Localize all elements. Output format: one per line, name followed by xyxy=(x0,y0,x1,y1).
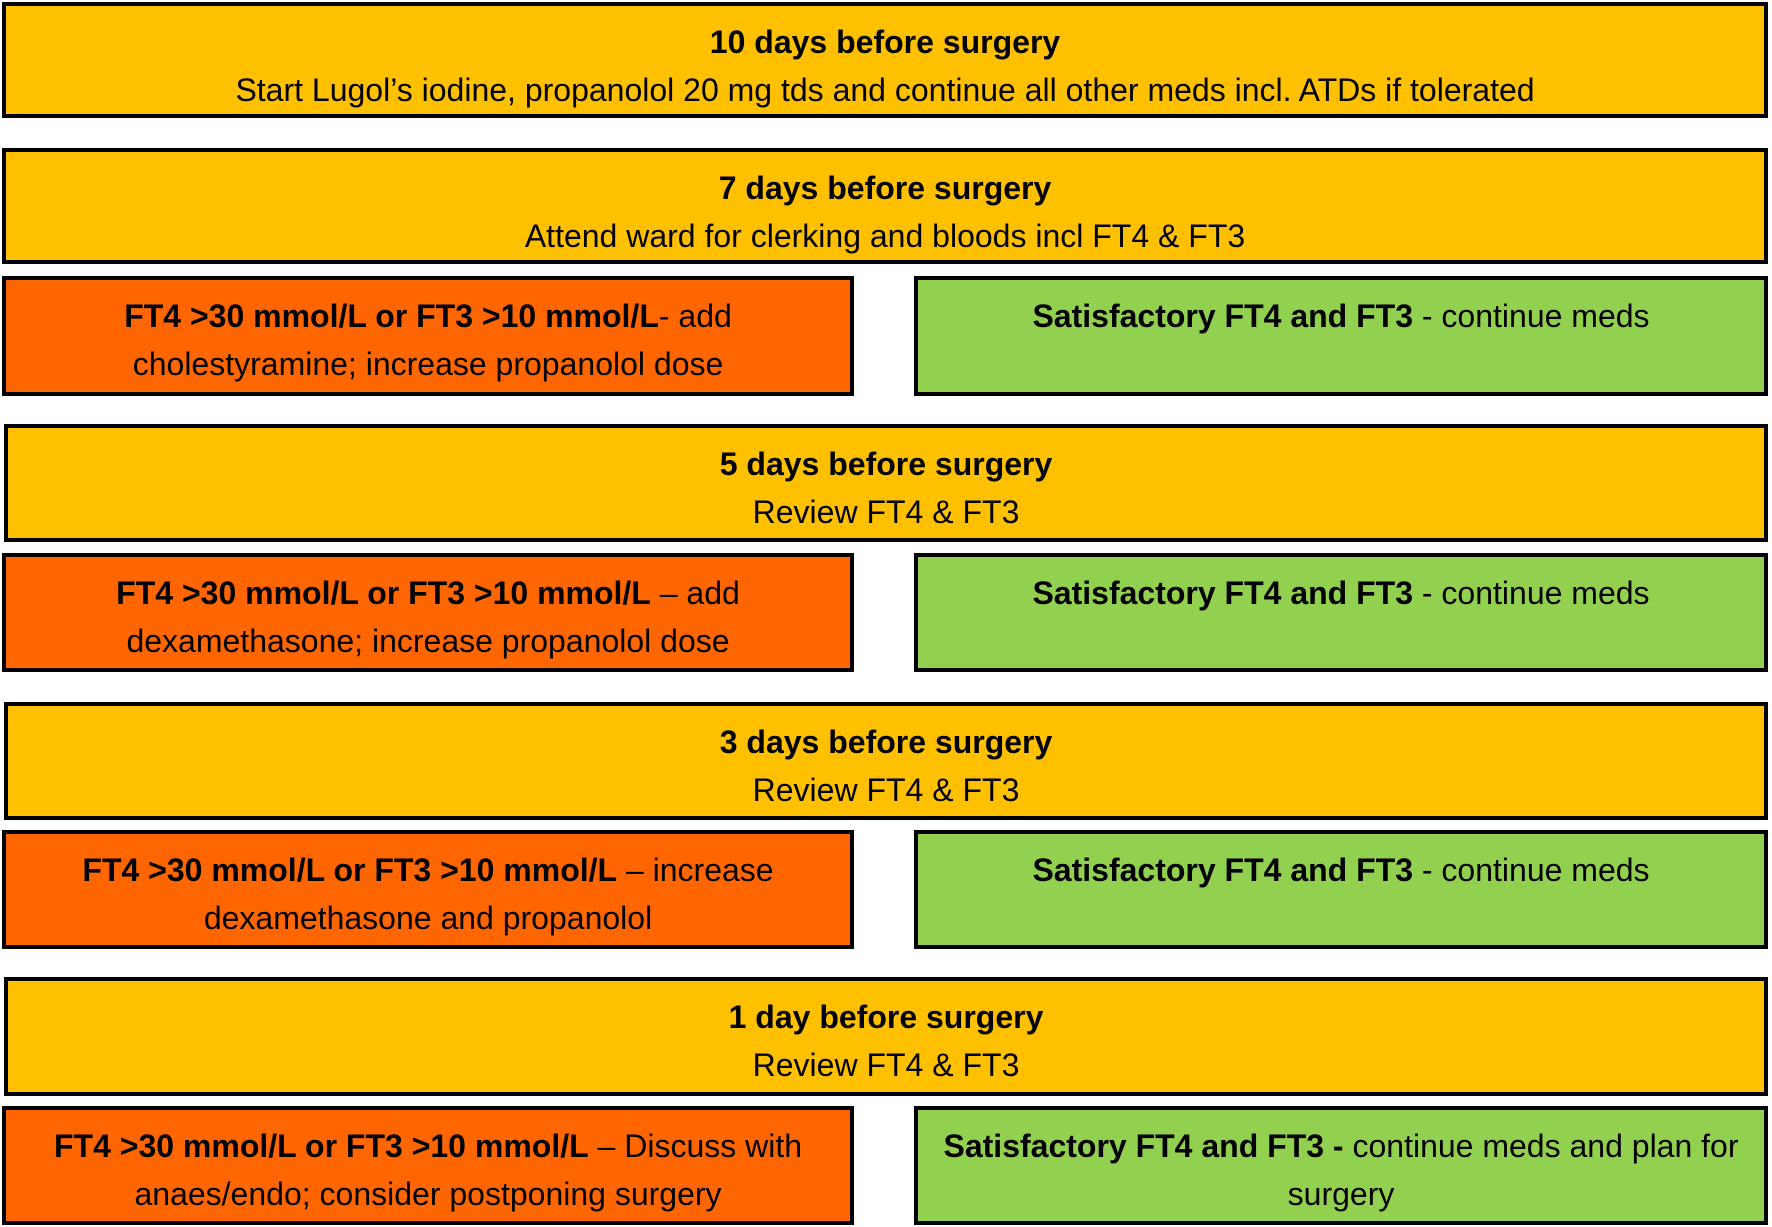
stage-text: Review FT4 & FT3 xyxy=(752,1047,1020,1083)
stage-title: 3 days before surgery xyxy=(719,724,1053,760)
abnormal-result-box: FT4 >30 mmol/L or FT3 >10 mmol/L – incre… xyxy=(2,830,854,949)
satisfactory-label: Satisfactory FT4 and FT3 xyxy=(1032,298,1413,334)
abnormal-threshold: FT4 >30 mmol/L or FT3 >10 mmol/L xyxy=(82,852,618,888)
stage-box-10-days: 10 days before surgery Start Lugol’s iod… xyxy=(2,2,1768,118)
stage-title: 7 days before surgery xyxy=(718,170,1052,206)
satisfactory-result-box: Satisfactory FT4 and FT3 - continue meds… xyxy=(914,1106,1768,1225)
satisfactory-label: Satisfactory FT4 and FT3 - xyxy=(943,1128,1344,1164)
abnormal-result-box: FT4 >30 mmol/L or FT3 >10 mmol/L- add ch… xyxy=(2,276,854,396)
satisfactory-label: Satisfactory FT4 and FT3 xyxy=(1032,852,1413,888)
abnormal-threshold: FT4 >30 mmol/L or FT3 >10 mmol/L xyxy=(124,298,659,334)
satisfactory-result-text: Satisfactory FT4 and FT3 - continue meds xyxy=(1014,569,1667,617)
stage-text: Review FT4 & FT3 xyxy=(752,494,1020,530)
abnormal-action: – Discuss with anaes/endo; consider post… xyxy=(134,1128,803,1212)
satisfactory-action: - continue meds xyxy=(1412,852,1650,888)
abnormal-result-text: FT4 >30 mmol/L or FT3 >10 mmol/L – Discu… xyxy=(6,1122,850,1218)
satisfactory-result-box: Satisfactory FT4 and FT3 - continue meds xyxy=(914,553,1768,672)
stage-box-1-day: 1 day before surgery Review FT4 & FT3 xyxy=(4,977,1768,1096)
stage-title: 1 day before surgery xyxy=(728,999,1044,1035)
abnormal-result-box: FT4 >30 mmol/L or FT3 >10 mmol/L – Discu… xyxy=(2,1106,854,1225)
stage-title: 5 days before surgery xyxy=(719,446,1053,482)
stage-box-5-days: 5 days before surgery Review FT4 & FT3 xyxy=(4,424,1768,542)
satisfactory-result-text: Satisfactory FT4 and FT3 - continue meds xyxy=(1014,846,1667,894)
satisfactory-result-box: Satisfactory FT4 and FT3 - continue meds xyxy=(914,276,1768,396)
satisfactory-action: - continue meds xyxy=(1412,298,1650,334)
satisfactory-result-box: Satisfactory FT4 and FT3 - continue meds xyxy=(914,830,1768,949)
abnormal-result-box: FT4 >30 mmol/L or FT3 >10 mmol/L – add d… xyxy=(2,553,854,672)
stage-text: Review FT4 & FT3 xyxy=(752,772,1020,808)
stage-title: 10 days before surgery xyxy=(709,24,1061,60)
abnormal-threshold: FT4 >30 mmol/L or FT3 >10 mmol/L xyxy=(116,575,651,611)
abnormal-action: – increase dexamethasone and propanolol xyxy=(203,852,774,936)
stage-text: Attend ward for clerking and bloods incl… xyxy=(524,218,1246,254)
stage-box-7-days: 7 days before surgery Attend ward for cl… xyxy=(2,148,1768,264)
abnormal-action: - add cholestyramine; increase propanolo… xyxy=(132,298,732,382)
abnormal-threshold: FT4 >30 mmol/L or FT3 >10 mmol/L xyxy=(53,1128,589,1164)
abnormal-result-text: FT4 >30 mmol/L or FT3 >10 mmol/L – incre… xyxy=(6,846,850,942)
satisfactory-result-text: Satisfactory FT4 and FT3 - continue meds… xyxy=(918,1122,1764,1218)
stage-text: Start Lugol’s iodine, propanolol 20 mg t… xyxy=(235,72,1535,108)
abnormal-result-text: FT4 >30 mmol/L or FT3 >10 mmol/L- add ch… xyxy=(6,292,850,388)
abnormal-action: – add dexamethasone; increase propanolol… xyxy=(126,575,740,659)
satisfactory-label: Satisfactory FT4 and FT3 xyxy=(1032,575,1413,611)
satisfactory-action: continue meds and plan for surgery xyxy=(1287,1128,1739,1212)
satisfactory-result-text: Satisfactory FT4 and FT3 - continue meds xyxy=(1014,292,1667,340)
satisfactory-action: - continue meds xyxy=(1412,575,1650,611)
abnormal-result-text: FT4 >30 mmol/L or FT3 >10 mmol/L – add d… xyxy=(6,569,850,665)
stage-box-3-days: 3 days before surgery Review FT4 & FT3 xyxy=(4,702,1768,820)
